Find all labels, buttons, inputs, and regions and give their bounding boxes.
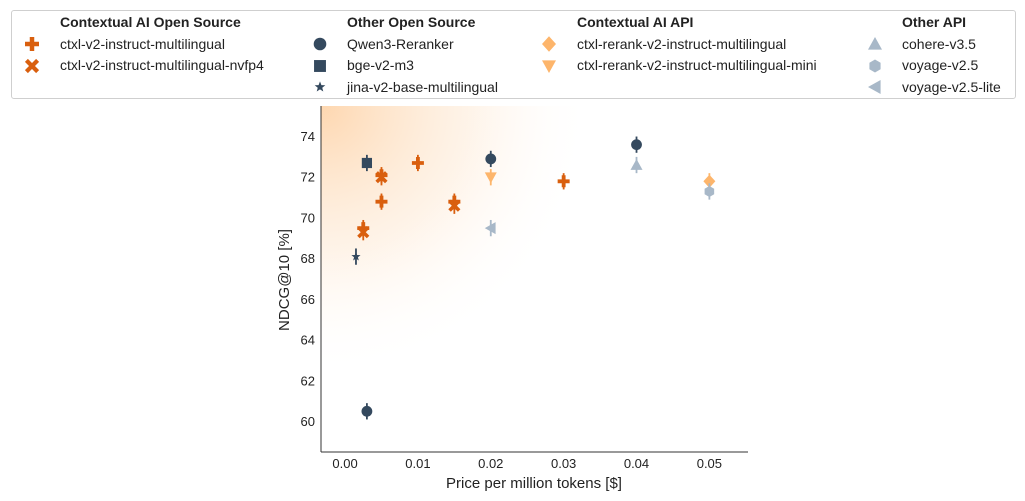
x-tick-label: 0.00 (332, 456, 357, 471)
legend-group-title: Other Open Source (347, 14, 476, 30)
legend-group-title: Contextual AI API (577, 14, 694, 30)
legend-label: ctxl-rerank-v2-instruct-multilingual (577, 36, 787, 52)
circle-icon (313, 37, 327, 51)
legend-label: cohere-v3.5 (902, 36, 976, 52)
x-tick-label: 0.02 (478, 456, 503, 471)
x-tick-label: 0.03 (551, 456, 576, 471)
legend-label: voyage-v2.5-lite (902, 79, 1001, 95)
cross-icon (24, 58, 40, 74)
y-tick-label: 72 (301, 170, 315, 185)
triangle-left-marker (868, 80, 881, 94)
plot-background-glow (321, 106, 748, 452)
y-tick-label: 60 (301, 414, 315, 429)
circle-marker (361, 405, 373, 417)
x-tick-label: 0.05 (697, 456, 722, 471)
legend-label: ctxl-rerank-v2-instruct-multilingual-min… (577, 57, 817, 73)
x-axis-label: Price per million tokens [$] (446, 475, 622, 492)
star-marker (351, 251, 361, 261)
series-ctxl-v2-instruct-multilingual (357, 154, 570, 237)
triangle-up-icon (868, 37, 882, 50)
legend-label: bge-v2-m3 (347, 57, 414, 73)
x-tick-label: 0.01 (405, 456, 430, 471)
axes: 0.00 0.01 0.02 0.03 0.04 0.05 60 62 64 66 68 70 72 74 (301, 106, 748, 471)
triangle-left-marker (484, 222, 496, 235)
diamond-marker (542, 36, 556, 52)
hexagon-icon (869, 59, 881, 73)
y-tick-label: 66 (301, 292, 315, 307)
series-ctxl-rerank-v2-instruct-multilingual (703, 173, 716, 190)
series-cohere-v3.5 (630, 156, 643, 174)
legend-label: ctxl-v2-instruct-multilingual-nvfp4 (60, 57, 264, 73)
plus-marker (25, 37, 39, 51)
plus-marker (411, 156, 424, 169)
y-tick-label: 70 (301, 210, 315, 225)
cross-marker (357, 226, 370, 239)
data-marks (351, 136, 716, 420)
plus-marker (375, 169, 388, 182)
triangle-up-marker (630, 159, 643, 170)
series-jina-v2-base-multilingual (351, 248, 361, 265)
series-voyage-v2.5 (704, 183, 715, 200)
legend-label: Qwen3-Reranker (347, 36, 454, 52)
triangle-up-marker (868, 37, 882, 50)
y-tick-label: 74 (301, 129, 315, 144)
series-ctxl-v2-instruct-multilingual-nvfp4 (357, 169, 461, 241)
y-tick-label: 68 (301, 251, 315, 266)
square-icon (314, 60, 326, 72)
plus-icon (25, 37, 39, 51)
legend: Contextual AI Open Source ctxl-v2-instru… (11, 10, 1016, 99)
x-tick-label: 0.04 (624, 456, 649, 471)
y-tick-label: 62 (301, 373, 315, 388)
series-voyage-v2.5-lite (484, 219, 496, 237)
plus-marker (448, 195, 461, 208)
triangle-down-icon (542, 60, 556, 73)
series-Qwen3-Reranker (361, 136, 642, 420)
triangle-down-marker (484, 172, 497, 184)
triangle-left-icon (868, 80, 881, 94)
cross-marker (24, 58, 40, 74)
y-tick-label: 64 (301, 333, 315, 348)
cross-marker (448, 199, 461, 212)
square-marker (361, 157, 373, 169)
diamond-marker (703, 174, 716, 188)
series-ctxl-rerank-v2-instruct-multilingual-mini (484, 169, 497, 186)
series-bge-v2-m3 (361, 154, 373, 172)
hexagon-marker (869, 59, 881, 73)
hexagon-marker (704, 185, 715, 197)
circle-marker (631, 139, 642, 151)
plus-marker (557, 175, 570, 188)
cross-marker (375, 171, 388, 184)
plus-marker (375, 195, 388, 208)
star-marker (314, 81, 326, 92)
square-marker (314, 60, 326, 72)
plus-marker (357, 222, 370, 235)
star-icon (314, 81, 326, 92)
legend-label: jina-v2-base-multilingual (347, 79, 498, 95)
legend-group-title: Other API (902, 14, 967, 30)
circle-marker (313, 37, 327, 51)
diamond-icon (542, 36, 556, 52)
legend-label: ctxl-v2-instruct-multilingual (60, 36, 225, 52)
legend-group-title: Contextual AI Open Source (60, 14, 241, 30)
circle-marker (485, 153, 497, 165)
y-axis-label: NDCG@10 [%] (276, 229, 293, 331)
triangle-down-marker (542, 60, 556, 73)
legend-label: voyage-v2.5 (902, 57, 979, 73)
